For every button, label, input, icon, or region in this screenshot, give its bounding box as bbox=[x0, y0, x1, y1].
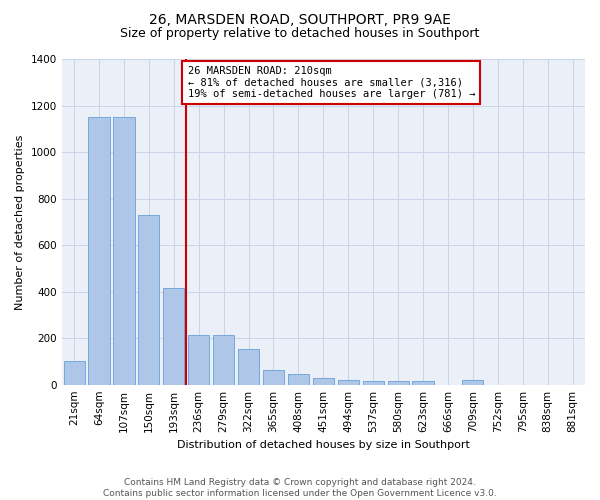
Bar bbox=[388, 381, 409, 384]
Bar bbox=[338, 380, 359, 384]
Bar bbox=[238, 348, 259, 384]
Text: Size of property relative to detached houses in Southport: Size of property relative to detached ho… bbox=[121, 28, 479, 40]
Bar bbox=[362, 381, 384, 384]
Bar bbox=[163, 288, 184, 384]
Text: Contains HM Land Registry data © Crown copyright and database right 2024.
Contai: Contains HM Land Registry data © Crown c… bbox=[103, 478, 497, 498]
Bar bbox=[462, 380, 484, 384]
Y-axis label: Number of detached properties: Number of detached properties bbox=[15, 134, 25, 310]
Bar bbox=[313, 378, 334, 384]
Text: 26, MARSDEN ROAD, SOUTHPORT, PR9 9AE: 26, MARSDEN ROAD, SOUTHPORT, PR9 9AE bbox=[149, 12, 451, 26]
Bar bbox=[138, 215, 160, 384]
Bar bbox=[64, 362, 85, 384]
Bar bbox=[412, 381, 434, 384]
Bar bbox=[213, 334, 234, 384]
X-axis label: Distribution of detached houses by size in Southport: Distribution of detached houses by size … bbox=[177, 440, 470, 450]
Bar bbox=[288, 374, 309, 384]
Bar bbox=[263, 370, 284, 384]
Bar bbox=[113, 117, 134, 384]
Bar bbox=[88, 117, 110, 384]
Bar bbox=[188, 334, 209, 384]
Text: 26 MARSDEN ROAD: 210sqm
← 81% of detached houses are smaller (3,316)
19% of semi: 26 MARSDEN ROAD: 210sqm ← 81% of detache… bbox=[188, 66, 475, 99]
